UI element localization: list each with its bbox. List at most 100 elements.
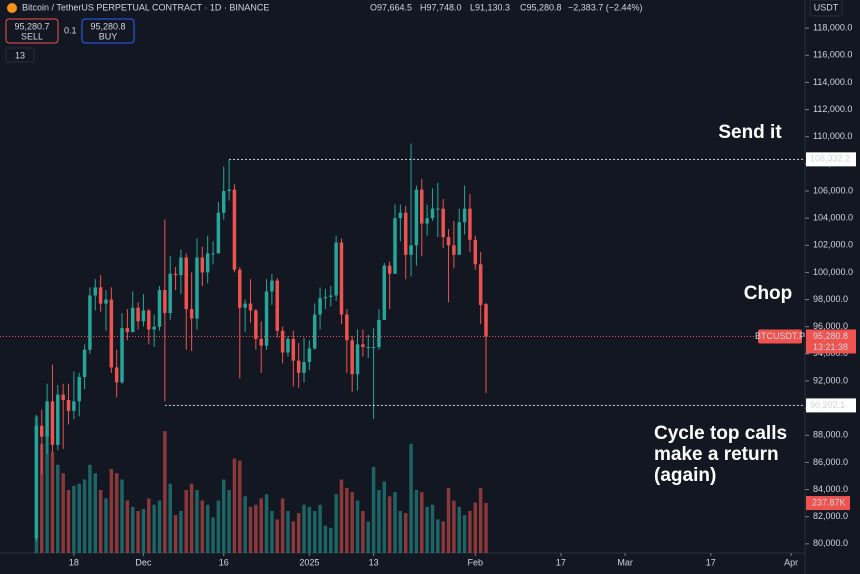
buy-button[interactable] (81, 18, 135, 44)
candle-body (441, 208, 445, 238)
volume-bar (462, 515, 467, 553)
volume-bar (179, 511, 183, 553)
buy-label[interactable]: BUY (99, 31, 118, 41)
volume-bar (130, 506, 135, 553)
symbol: Bitcoin / TetherUS PERPETUAL CONTRACT · … (22, 2, 269, 12)
candle-body (120, 328, 124, 383)
volume-bar (425, 506, 429, 553)
candle-body (88, 295, 92, 350)
volume-bar (387, 496, 392, 553)
currency-box[interactable] (809, 0, 843, 17)
candle-body (130, 307, 135, 333)
volume-bar (473, 502, 478, 553)
volume-bar (120, 479, 124, 553)
candle-body (366, 347, 370, 349)
indicators-toggle[interactable] (5, 47, 35, 63)
volume-bar (254, 504, 258, 553)
candle-body (227, 189, 231, 191)
annotation: Cycle top calls (654, 423, 787, 444)
y-tick-label: 86,000.0 (813, 457, 848, 467)
sell-label[interactable]: SELL (21, 31, 43, 41)
level-label: 108,332.2 (810, 154, 850, 164)
candle-body (462, 208, 467, 223)
volume-bar (286, 511, 290, 553)
candle-body (350, 340, 354, 375)
volume-bar (40, 443, 44, 553)
candle-body (280, 330, 285, 353)
symbol-tag: BTCUSDT.P (755, 331, 805, 341)
volume-bar (93, 473, 98, 553)
ohlc-close: C95,280.8 (520, 2, 562, 12)
candle-body (200, 257, 205, 273)
y-tick-label: 96,000.0 (813, 321, 848, 331)
volume-bar (270, 511, 274, 553)
candle-body (275, 280, 279, 331)
candle-body (61, 394, 65, 400)
y-tick-label: 98,000.0 (813, 294, 848, 304)
volume-bar (409, 443, 413, 553)
volume-bar (355, 500, 360, 553)
x-tick-label: 16 (219, 557, 229, 567)
x-tick-label: 2025 (299, 557, 319, 567)
candle-body (312, 314, 317, 349)
candle-body (125, 328, 130, 333)
annotation: (again) (654, 465, 716, 486)
sell-price[interactable]: 95,280.7 (14, 21, 49, 31)
volume-bar (484, 503, 488, 553)
volume-bar (243, 496, 247, 553)
candle-body (468, 208, 472, 240)
ohlc-low: L91,130.3 (470, 2, 510, 12)
volume-bar (189, 483, 194, 553)
candle-body (452, 245, 456, 255)
volume-bar (152, 504, 156, 553)
level-tag (806, 398, 856, 413)
candle-body (296, 360, 301, 373)
volume-bar (371, 466, 376, 553)
candle-body (264, 291, 269, 346)
volume-bar (318, 504, 322, 553)
indicators-count[interactable]: 13 (15, 50, 25, 60)
candle-body (163, 290, 167, 314)
candle-body (318, 298, 322, 315)
volume-bar (441, 521, 445, 553)
y-tick-label: 100,000.0 (813, 267, 853, 277)
candle-body (478, 264, 483, 305)
volume-bar (382, 481, 387, 553)
candle-body (377, 319, 381, 348)
candle-body (109, 299, 114, 368)
volume-bar (173, 515, 178, 553)
volume-bar (141, 508, 146, 553)
volume-bar (50, 452, 55, 553)
volume-bar (414, 490, 419, 553)
candle-body (195, 257, 199, 319)
volume-bar (248, 506, 253, 553)
candle-body (141, 310, 146, 322)
currency[interactable]: USDT (814, 2, 839, 12)
volume-tag: 237.87K (812, 497, 846, 507)
volume-bar (136, 511, 140, 553)
sell-button[interactable] (5, 18, 59, 44)
candle-body (259, 338, 263, 346)
candle-body (211, 253, 215, 255)
volume-bar (200, 500, 205, 553)
candle-body (457, 222, 461, 255)
volume-bar (114, 473, 119, 553)
candle-body (179, 257, 183, 276)
volume-bar (350, 492, 354, 553)
volume-tag-bg (806, 496, 850, 511)
volume-bar (361, 511, 365, 553)
volume-bar (61, 473, 65, 553)
x-tick-label: 18 (69, 557, 79, 567)
volume-bar (393, 492, 397, 553)
candle-body (403, 212, 408, 255)
volume-bar (157, 500, 162, 553)
volume-bar (227, 490, 231, 553)
y-tick-label: 106,000.0 (813, 185, 853, 195)
candle-body (323, 296, 328, 299)
volume-bar (163, 431, 167, 553)
volume-bar (452, 500, 456, 553)
annotation: Chop (744, 283, 793, 304)
volume-bar (211, 517, 215, 553)
buy-price[interactable]: 95,280.8 (90, 21, 125, 31)
